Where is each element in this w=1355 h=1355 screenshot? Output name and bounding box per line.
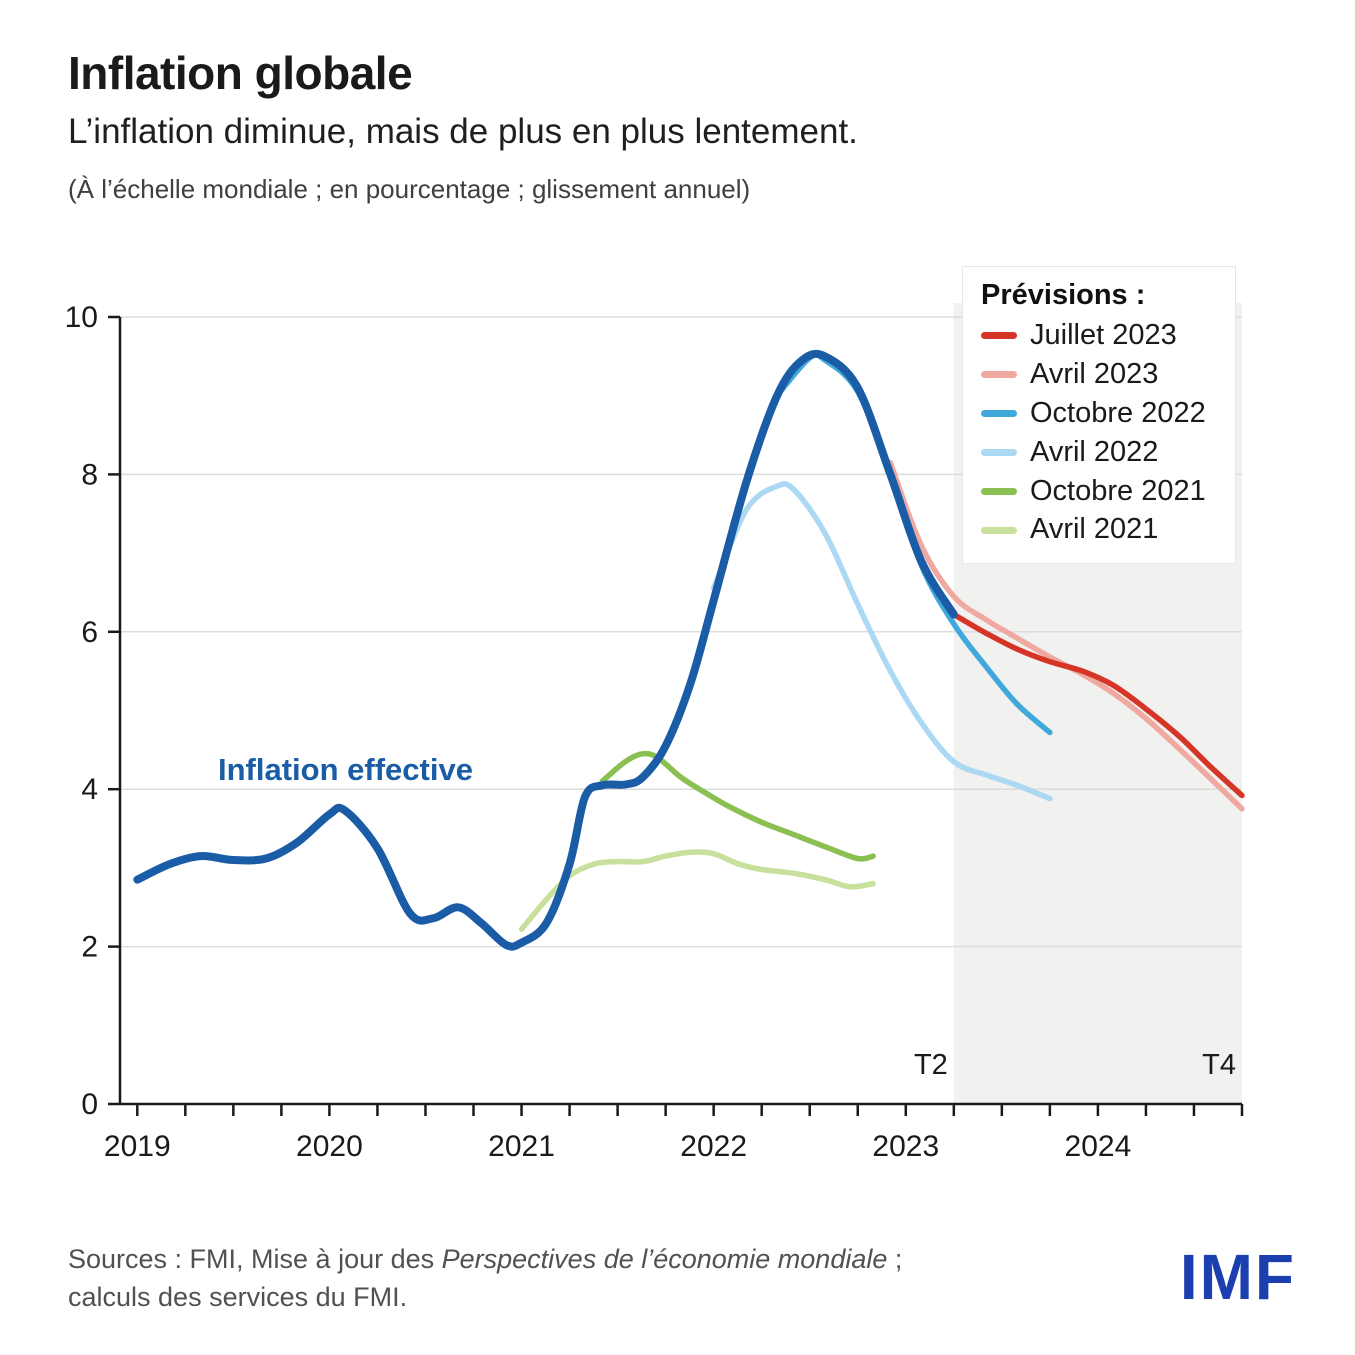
svg-text:2019: 2019 [104,1130,171,1163]
gridlines [120,316,1242,948]
svg-text:4: 4 [81,773,98,806]
legend-item-avril-2021: Avril 2021 [981,514,1217,546]
svg-text:T4: T4 [1202,1049,1236,1081]
page-subtitle: L’inflation diminue, mais de plus en plu… [68,112,858,151]
svg-text:2: 2 [81,931,98,964]
forecast-line-0 [951,611,1245,799]
legend-swatch-octobre-2021 [981,488,1017,495]
svg-text:T2: T2 [914,1049,948,1081]
forecast-legend: Prévisions : Juillet 2023 Avril 2023 Oct… [962,266,1236,565]
legend-label: Avril 2022 [1030,435,1159,468]
svg-text:2021: 2021 [488,1130,555,1163]
y-axis [108,315,122,1106]
legend-title: Prévisions : [981,279,1146,311]
forecast-line-4 [599,750,876,862]
x-axis [120,1102,1244,1116]
legend-item-juillet-2023: Juillet 2023 [981,319,1217,352]
page-title: Inflation globale [68,47,413,99]
sources-text: Sources : FMI, Mise à jour des [68,1244,442,1274]
legend-item-octobre-2022: Octobre 2022 [981,396,1217,430]
quarter-labels: T2 T4 [914,1049,1236,1081]
legend-label: Octobre 2021 [1030,474,1206,507]
legend-swatch-avril-2022 [981,449,1017,457]
imf-logo: IMF [1179,1241,1296,1313]
sources-suffix: ; [887,1244,903,1274]
legend-swatch-juillet-2023 [981,332,1017,340]
series-lines [133,349,1245,951]
legend-item-avril-2022: Avril 2022 [981,435,1217,469]
svg-text:10: 10 [65,301,98,334]
legend-item-octobre-2021: Octobre 2021 [981,474,1217,508]
legend-swatch-octobre-2022 [981,410,1017,418]
sources-line2: calculs des services du FMI. [68,1282,408,1313]
x-axis-labels: 2019 2020 2021 2022 2023 2024 [104,1130,1131,1163]
legend-label: Avril 2023 [1030,357,1159,390]
legend-label: Octobre 2022 [1030,396,1206,429]
svg-text:2022: 2022 [680,1130,747,1163]
sources-italic-title: Perspectives de l’économie mondiale [441,1244,888,1274]
svg-text:2023: 2023 [872,1130,939,1163]
actual-inflation-line [133,349,958,951]
legend-swatch-avril-2021 [981,526,1017,534]
legend-label: Juillet 2023 [1030,319,1177,351]
legend-swatch-avril-2023 [981,371,1017,379]
actual-series-label: Inflation effective [218,752,473,787]
legend-item-avril-2023: Avril 2023 [981,357,1217,391]
forecast-line-5 [518,849,876,933]
y-axis-labels: 0 2 4 6 8 10 [65,301,98,1121]
svg-text:6: 6 [81,616,98,649]
svg-text:2020: 2020 [296,1130,363,1163]
svg-text:2024: 2024 [1065,1130,1132,1163]
legend-label: Avril 2021 [1030,513,1159,546]
chart-units-note: (À l’échelle mondiale ; en pourcentage ;… [68,174,751,204]
sources-note: Sources : FMI, Mise à jour des Perspecti… [68,1240,902,1317]
svg-text:8: 8 [81,458,98,491]
svg-text:0: 0 [81,1088,98,1121]
forecast-line-3 [710,481,1053,802]
